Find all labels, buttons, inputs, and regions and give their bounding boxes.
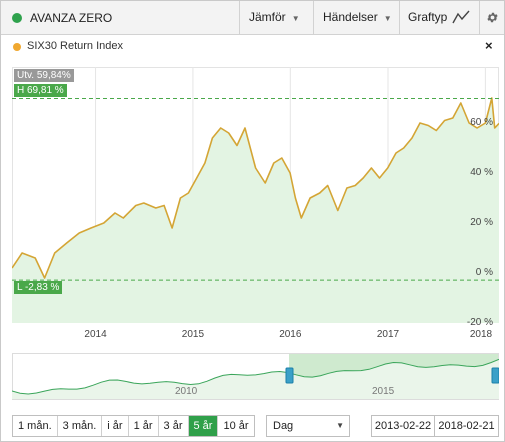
gear-icon bbox=[487, 12, 498, 23]
y-tick-label: 40 % bbox=[470, 167, 493, 178]
range-handle-left[interactable] bbox=[285, 367, 294, 384]
compare-label: Jämför bbox=[249, 10, 286, 24]
navigator-year-label: 2015 bbox=[372, 386, 395, 397]
resolution-dropdown[interactable]: Dag ▼ bbox=[266, 415, 350, 437]
instrument-name: AVANZA ZERO bbox=[30, 11, 113, 25]
x-tick-label: 2017 bbox=[376, 329, 400, 340]
x-tick-label: 2018 bbox=[469, 329, 493, 340]
chevron-down-icon: ▼ bbox=[291, 14, 300, 23]
y-tick-label: -20 % bbox=[466, 317, 493, 328]
high-tag: H 69,81 % bbox=[14, 84, 67, 97]
chart-toolbar: AVANZA ZERO Jämför ▼ Händelser ▼ Graftyp bbox=[1, 1, 504, 35]
x-tick-label: 2016 bbox=[279, 329, 302, 340]
compare-button[interactable]: Jämför ▼ bbox=[239, 1, 313, 34]
main-chart-area[interactable] bbox=[12, 67, 499, 347]
series-area bbox=[12, 98, 499, 323]
navigator-line bbox=[11, 358, 500, 395]
navigator-year-label: 2010 bbox=[175, 386, 198, 397]
range-navigator[interactable]: 2010 2015 bbox=[11, 353, 500, 400]
series-line[interactable] bbox=[12, 97, 499, 279]
period-selector: 1 mån. 3 mån. i år 1 år 3 år 5 år 10 år bbox=[12, 415, 255, 437]
y-tick-label: 60 % bbox=[470, 117, 493, 128]
events-button[interactable]: Händelser ▼ bbox=[313, 1, 399, 34]
change-tag: Utv. 59,84% bbox=[14, 69, 74, 82]
navigator-area bbox=[12, 359, 499, 399]
price-chart[interactable] bbox=[12, 67, 499, 347]
graphtype-button[interactable]: Graftyp bbox=[399, 1, 479, 34]
settings-button[interactable] bbox=[479, 1, 504, 34]
navigator-chart[interactable]: 2010 2015 bbox=[11, 353, 500, 400]
series-legend-row: SIX30 Return Index × bbox=[1, 35, 504, 59]
period-button[interactable]: 10 år bbox=[223, 420, 249, 432]
series-name: SIX30 Return Index bbox=[27, 40, 124, 52]
period-button[interactable]: 5 år bbox=[188, 416, 219, 436]
x-tick-label: 2015 bbox=[181, 329, 205, 340]
period-button[interactable]: 1 år bbox=[129, 416, 159, 436]
date-from-input[interactable]: 2013-02-22 bbox=[371, 415, 435, 437]
events-label: Händelser bbox=[323, 10, 378, 24]
chevron-down-icon: ▼ bbox=[336, 421, 344, 430]
y-tick-label: 0 % bbox=[475, 267, 493, 278]
date-to-input[interactable]: 2018-02-21 bbox=[435, 415, 499, 437]
range-handle-right[interactable] bbox=[491, 367, 500, 384]
x-tick-label: 2014 bbox=[84, 329, 107, 340]
remove-series-close-icon[interactable]: × bbox=[485, 38, 493, 53]
chevron-down-icon: ▼ bbox=[383, 14, 392, 23]
instrument-color-dot bbox=[12, 13, 22, 23]
resolution-value: Dag bbox=[273, 420, 294, 432]
y-tick-label: 20 % bbox=[470, 217, 493, 228]
low-tag: L -2,83 % bbox=[14, 281, 63, 294]
period-button[interactable]: 3 år bbox=[159, 416, 189, 436]
period-button[interactable]: 1 mån. bbox=[13, 416, 58, 436]
period-button[interactable]: i år bbox=[102, 416, 129, 436]
graphtype-label: Graftyp bbox=[408, 10, 448, 24]
line-graph-icon bbox=[452, 10, 470, 24]
series-color-dot bbox=[13, 43, 21, 51]
period-button[interactable]: 3 mån. bbox=[58, 416, 103, 436]
